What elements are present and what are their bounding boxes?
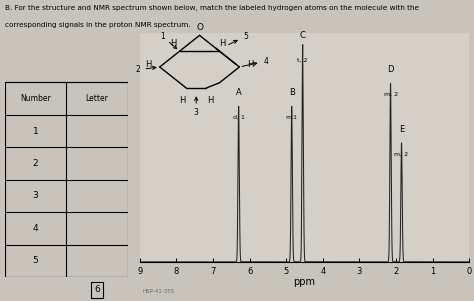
Text: H: H xyxy=(219,39,225,48)
Text: B: B xyxy=(289,88,295,97)
Text: 5: 5 xyxy=(228,32,248,45)
Text: 3: 3 xyxy=(194,108,199,117)
Text: 2: 2 xyxy=(33,159,38,168)
Text: 1: 1 xyxy=(160,32,177,49)
Text: Letter: Letter xyxy=(86,94,109,103)
Text: 1: 1 xyxy=(33,126,38,135)
Text: 5: 5 xyxy=(33,256,38,265)
Text: H: H xyxy=(170,39,176,48)
Text: 4: 4 xyxy=(33,224,38,233)
Text: 3: 3 xyxy=(33,191,38,200)
Text: 2: 2 xyxy=(136,65,156,74)
Text: m, 2: m, 2 xyxy=(394,152,409,157)
Text: 6: 6 xyxy=(94,285,100,294)
Text: corresponding signals in the proton NMR spectrum.: corresponding signals in the proton NMR … xyxy=(5,22,190,28)
Text: d, 1: d, 1 xyxy=(233,115,245,120)
Text: H: H xyxy=(247,61,254,69)
Text: m, 2: m, 2 xyxy=(383,92,398,97)
Text: H: H xyxy=(179,96,185,105)
X-axis label: ppm: ppm xyxy=(293,277,316,287)
Text: D: D xyxy=(387,65,394,74)
Text: 4: 4 xyxy=(242,57,268,67)
Text: m,1: m,1 xyxy=(286,115,298,120)
Text: H: H xyxy=(146,61,152,69)
Text: HSP-41-355: HSP-41-355 xyxy=(142,290,174,294)
Text: t, 2: t, 2 xyxy=(298,58,308,63)
Text: O: O xyxy=(196,23,203,32)
Text: B. For the structure and NMR spectrum shown below, match the labeled hydrogen at: B. For the structure and NMR spectrum sh… xyxy=(5,5,419,11)
Text: H: H xyxy=(207,96,213,105)
Text: C: C xyxy=(300,31,306,40)
Text: Number: Number xyxy=(20,94,51,103)
Text: E: E xyxy=(399,125,404,134)
Text: A: A xyxy=(236,88,242,97)
